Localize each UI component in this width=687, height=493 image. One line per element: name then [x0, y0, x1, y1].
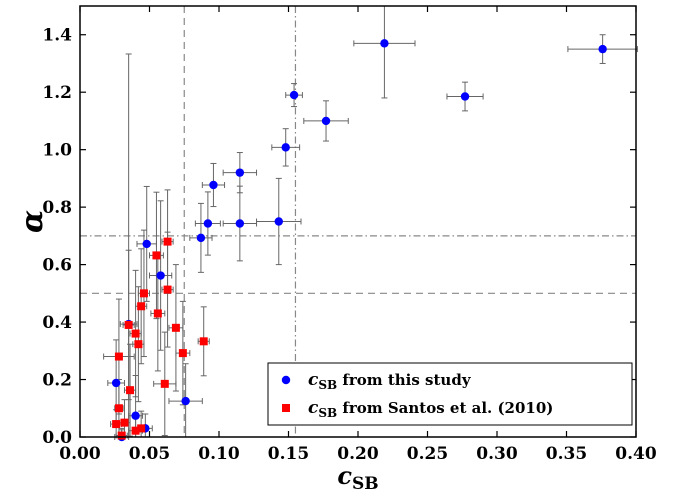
y-tick-label: 0.4: [42, 313, 72, 333]
data-point-this-study: [289, 90, 299, 100]
legend-entry: cSB from this study: [281, 370, 472, 392]
data-point-santos: [134, 340, 143, 349]
data-point-this-study: [111, 378, 121, 388]
data-point-santos: [137, 424, 146, 433]
data-point-santos: [178, 349, 187, 358]
data-point-santos: [126, 386, 135, 395]
data-point-this-study: [181, 396, 190, 406]
x-tick-label: 0.05: [129, 444, 170, 464]
data-point-this-study: [156, 271, 165, 280]
data-point-this-study: [142, 239, 151, 249]
legend-label-rest: from this study: [337, 371, 472, 389]
legend-marker-square: [282, 404, 290, 412]
x-tick-label: 0.15: [268, 444, 309, 464]
data-point-this-study: [203, 219, 213, 228]
data-point-santos: [137, 302, 146, 311]
data-points: [111, 39, 607, 442]
data-point-santos: [114, 404, 123, 413]
data-point-santos: [131, 329, 140, 338]
x-tick-label: 0.25: [407, 444, 448, 464]
x-axis-label-main: c: [337, 461, 352, 490]
x-axis-ticks: 0.00 0.05 0.10 0.15 0.20 0.25 0.30 0.35 0.40: [59, 6, 657, 464]
x-tick-label: 0.10: [198, 444, 240, 464]
y-tick-label: 0.2: [42, 371, 72, 391]
x-tick-label: 0.35: [546, 444, 587, 464]
x-tick-label: 0.00: [59, 444, 101, 464]
data-point-santos: [152, 251, 161, 260]
x-tick-label: 0.20: [337, 444, 379, 464]
data-point-this-study: [460, 92, 470, 101]
data-point-santos: [139, 289, 148, 298]
y-tick-label: 0.0: [42, 428, 72, 448]
legend-marker-circle: [281, 375, 291, 385]
data-point-santos: [124, 320, 133, 329]
data-point-santos: [160, 379, 169, 388]
legend-label-sub: SB: [318, 378, 337, 392]
data-point-this-study: [321, 116, 331, 126]
data-point-santos: [112, 420, 121, 429]
legend-box: [267, 362, 633, 426]
data-point-santos: [117, 431, 126, 440]
legend-label-main: c: [308, 398, 319, 418]
data-point-this-study: [281, 143, 290, 152]
legend-label: cSB from this study: [308, 370, 472, 392]
y-tick-label: 0.8: [42, 198, 72, 218]
data-point-this-study: [274, 217, 283, 226]
legend-entry: cSB from Santos et al. (2010): [282, 398, 553, 420]
y-axis-label: α: [15, 210, 50, 233]
y-tick-label: 1.2: [42, 83, 72, 103]
legend-label-main: c: [308, 370, 319, 390]
y-tick-label: 1.4: [42, 26, 72, 46]
data-point-santos: [171, 323, 180, 332]
data-point-santos: [153, 309, 162, 318]
data-point-santos: [163, 237, 172, 246]
x-axis-label: cSB: [337, 461, 378, 493]
x-axis-label-sub: SB: [352, 474, 379, 493]
x-tick-label: 0.30: [476, 444, 518, 464]
data-point-this-study: [598, 44, 607, 54]
legend-label: cSB from Santos et al. (2010): [308, 398, 553, 420]
data-point-this-study: [131, 411, 140, 420]
data-point-santos: [114, 352, 123, 361]
y-tick-label: 1.0: [42, 141, 72, 161]
data-point-santos: [199, 337, 208, 346]
legend-label-rest: from Santos et al. (2010): [337, 399, 553, 417]
error-bar: [353, 6, 416, 99]
data-point-this-study: [196, 233, 206, 243]
data-point-santos: [163, 285, 172, 294]
data-point-this-study: [209, 180, 218, 190]
legend-label-sub: SB: [318, 406, 337, 420]
y-axis-ticks: 0.0 0.2 0.4 0.6 0.8 1.0 1.2 1.4: [42, 26, 636, 448]
data-point-santos: [120, 418, 129, 427]
x-tick-label: 0.40: [615, 444, 657, 464]
data-point-this-study: [235, 168, 245, 177]
data-point-santos: [131, 426, 140, 435]
data-point-this-study: [235, 219, 245, 228]
y-tick-label: 0.6: [42, 256, 72, 276]
data-point-this-study: [380, 39, 389, 48]
